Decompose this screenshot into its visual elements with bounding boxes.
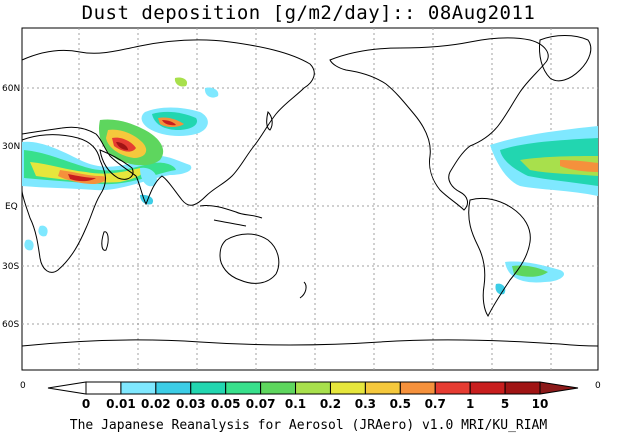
- colorbar-swatch: [190, 381, 227, 395]
- colorbar-swatch: [434, 381, 471, 395]
- colorbar-tick-label: 0.05: [210, 397, 241, 411]
- colorbar-tick-label: 0.7: [424, 397, 446, 411]
- colorbar-tick-label: 0.02: [141, 397, 171, 411]
- colorbar-tick-label: 0.5: [389, 397, 411, 411]
- colorbar-tick-label: 0.07: [245, 397, 276, 411]
- axis-end-right: 0: [595, 381, 601, 391]
- colorbar-swatch: [120, 381, 157, 395]
- colorbar-swatch: [295, 381, 331, 395]
- colorbar-swatch: [504, 381, 541, 395]
- colorbar-swatch: [364, 381, 401, 395]
- map-title: Dust deposition [g/m2/day]:: 08Aug2011: [81, 2, 536, 24]
- colorbar-swatch: [260, 381, 297, 395]
- colorbar: [47, 381, 579, 395]
- lat-label-60n: 60N: [2, 84, 20, 94]
- colorbar-tick-label: 0: [81, 397, 91, 411]
- colorbar-swatch: [399, 381, 436, 395]
- credit-line: The Japanese Reanalysis for Aerosol (JRA…: [69, 418, 548, 433]
- lat-label-60s: 60S: [2, 320, 19, 330]
- colorbar-swatch: [155, 381, 192, 395]
- coastlines: [21, 35, 599, 347]
- colorbar-tick-label: 0.1: [284, 397, 307, 411]
- lat-label-30s: 30S: [2, 262, 19, 272]
- lat-label-eq: EQ: [5, 202, 18, 212]
- colorbar-swatch: [85, 381, 122, 395]
- plot-frame: [21, 27, 599, 371]
- lat-label-30n: 30N: [2, 142, 20, 152]
- colorbar-tick-label: 0.03: [175, 397, 206, 411]
- colorbar-tick-label: 5: [500, 397, 510, 411]
- colorbar-tick-label: 0.3: [354, 397, 377, 411]
- dust-field: [22, 77, 598, 295]
- colorbar-swatch: [225, 381, 262, 395]
- colorbar-swatch: [469, 381, 506, 395]
- axis-end-left: 0: [20, 381, 26, 391]
- colorbar-tick-label: 0.01: [106, 397, 136, 411]
- colorbar-swatch: [329, 381, 366, 395]
- colorbar-tick-label: 10: [531, 397, 549, 411]
- colorbar-tick-label: 0.2: [319, 397, 342, 411]
- colorbar-tick-label: 1: [465, 397, 475, 411]
